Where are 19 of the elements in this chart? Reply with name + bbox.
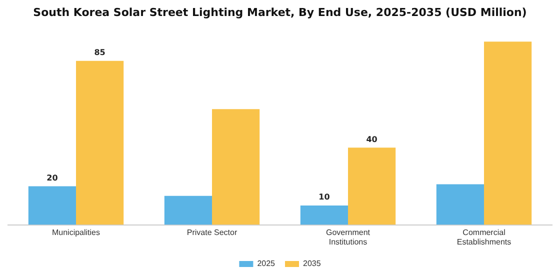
data-label: 40 bbox=[366, 134, 378, 144]
bar bbox=[76, 60, 124, 225]
chart-title: South Korea Solar Street Lighting Market, By End Use, 2025-2035 (USD Million) bbox=[32, 6, 528, 21]
bar bbox=[28, 186, 76, 225]
data-label: 10 bbox=[318, 192, 330, 202]
x-tick-label: Commercial Establishments bbox=[456, 228, 512, 246]
data-label: 20 bbox=[46, 173, 58, 182]
legend-label: 2035 bbox=[303, 259, 322, 268]
x-tick-label: Government Institutions bbox=[326, 228, 371, 246]
bar bbox=[164, 196, 212, 225]
bar bbox=[348, 148, 396, 225]
bar bbox=[300, 206, 348, 225]
data-label: 85 bbox=[94, 48, 106, 57]
bar bbox=[436, 184, 484, 225]
bar bbox=[212, 109, 260, 225]
bar bbox=[484, 42, 532, 225]
x-tick-label: Private Sector bbox=[186, 228, 238, 237]
legend-label: 2025 bbox=[257, 259, 276, 268]
x-tick-label: Municipalities bbox=[52, 228, 100, 237]
